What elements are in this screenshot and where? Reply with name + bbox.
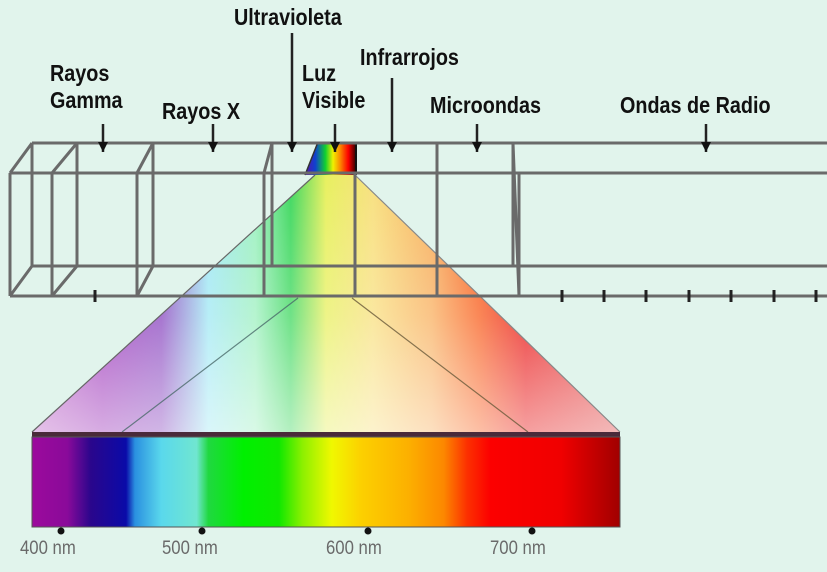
tube-ticks bbox=[93, 290, 818, 302]
label-radio-waves: Ondas de Radio bbox=[620, 92, 771, 118]
visible-spectrum-bar bbox=[31, 432, 621, 528]
label-gamma-line1: Rayos bbox=[50, 60, 110, 86]
visible-light-fan bbox=[31, 141, 621, 433]
pointer-arrowheads bbox=[98, 142, 711, 152]
label-visible-line2: Visible bbox=[302, 87, 366, 113]
nm-label-600: 600 nm bbox=[326, 538, 382, 559]
label-infrared: Infrarrojos bbox=[360, 44, 459, 70]
label-visible-light: Luz Visible bbox=[302, 60, 365, 114]
label-ultraviolet: Ultravioleta bbox=[234, 4, 342, 30]
nm-tick-dots bbox=[57, 527, 536, 535]
label-x-rays: Rayos X bbox=[162, 98, 241, 124]
wavelength-tube bbox=[8, 141, 827, 298]
label-microwaves: Microondas bbox=[430, 92, 542, 118]
label-gamma-line2: Gamma bbox=[50, 87, 123, 113]
nm-label-400: 400 nm bbox=[20, 538, 76, 559]
nm-label-700: 700 nm bbox=[490, 538, 546, 559]
nm-label-500: 500 nm bbox=[162, 538, 218, 559]
label-visible-line1: Luz bbox=[302, 60, 337, 86]
label-gamma-rays: Rayos Gamma bbox=[50, 60, 123, 114]
